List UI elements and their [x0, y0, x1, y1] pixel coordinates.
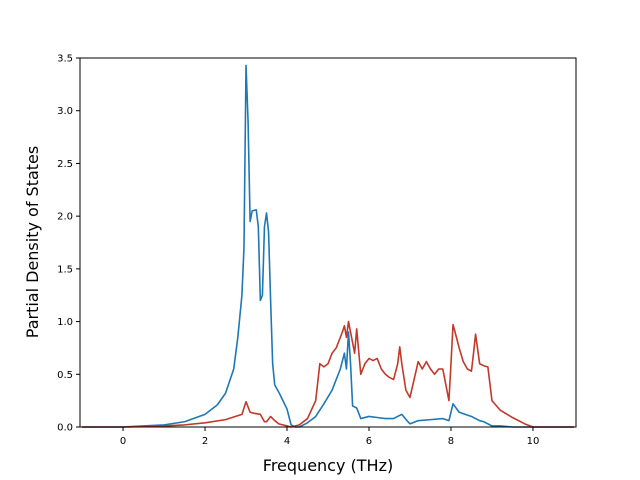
y-tick-label: 2.0 — [57, 212, 73, 223]
y-tick-label: 1.0 — [57, 317, 73, 328]
y-tick-label: 0.0 — [57, 423, 73, 434]
x-tick-label: 0 — [120, 436, 126, 447]
y-tick-label: 2.5 — [57, 159, 73, 170]
y-axis-label: Partial Density of States — [23, 146, 42, 338]
series-line-2 — [82, 320, 574, 428]
x-tick-label: 6 — [366, 436, 372, 447]
x-tick-label: 4 — [284, 436, 290, 447]
y-tick-label: 3.0 — [57, 106, 73, 117]
axes-frame — [79, 57, 577, 428]
x-tick-label: 2 — [202, 436, 208, 447]
y-tick-label: 3.5 — [57, 54, 73, 65]
series-line-1 — [82, 64, 574, 428]
y-tick-label: 0.5 — [57, 370, 73, 381]
x-axis-label: Frequency (THz) — [263, 456, 393, 475]
y-axis-ticks: 0.0 0.5 1.0 1.5 2.0 2.5 3.0 3.5 — [57, 54, 80, 434]
x-tick-label: 10 — [527, 436, 540, 447]
x-tick-label: 8 — [448, 436, 454, 447]
y-tick-label: 1.5 — [57, 264, 73, 275]
x-axis-ticks: 0 2 4 6 8 10 — [120, 427, 539, 447]
plot-lines — [82, 64, 574, 428]
